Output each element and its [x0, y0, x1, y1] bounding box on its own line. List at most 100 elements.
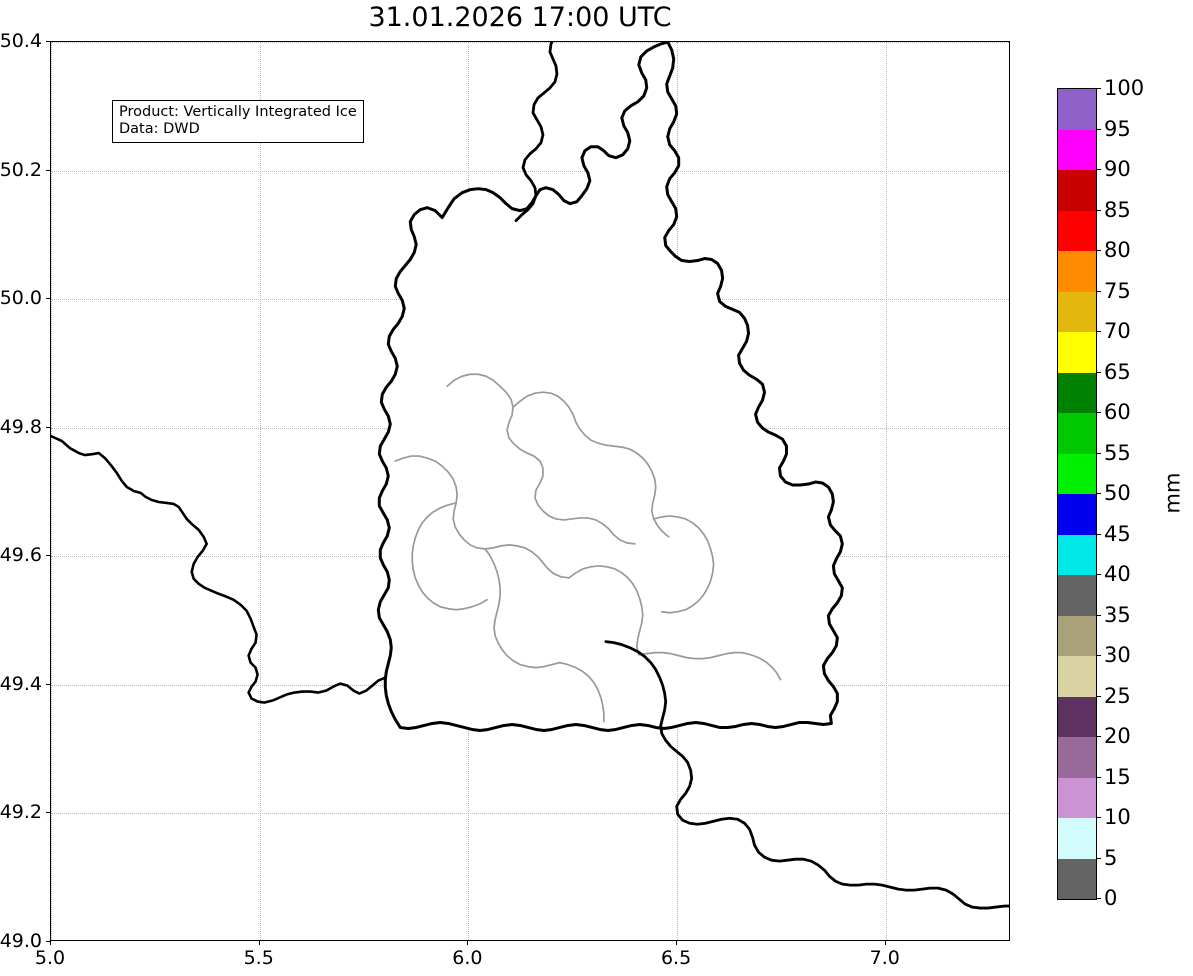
colorbar-tick-80 — [1096, 250, 1101, 251]
colorbar-label-40: 40 — [1104, 562, 1131, 586]
colorbar-label-75: 75 — [1104, 278, 1131, 303]
colorbar-tick-25 — [1096, 695, 1101, 697]
info-product-line: Product: Vertically Integrated Ice — [119, 104, 357, 120]
ytick-label-49.2: 49.2 — [0, 801, 42, 824]
colorbar-tick-60 — [1096, 412, 1101, 413]
ytick-mark-49.6 — [46, 555, 50, 557]
colorbar-tick-35 — [1096, 614, 1101, 616]
ytick-label-49.0: 49.0 — [0, 930, 42, 952]
colorbar-tick-75 — [1096, 290, 1101, 292]
border-luxembourg — [376, 42, 844, 732]
colorbar-label-45: 45 — [1104, 521, 1131, 546]
colorbar-band-90-95 — [1058, 129, 1096, 170]
xtick-label-7.0: 7.0 — [869, 947, 900, 969]
colorbar-label-80: 80 — [1104, 238, 1131, 262]
xtick-mark-6.5 — [676, 941, 678, 945]
xtick-label-5.0: 5.0 — [34, 947, 66, 969]
colorbar[interactable] — [1057, 88, 1097, 900]
page-title: 31.01.2026 17:00 UTC — [368, 2, 672, 33]
colorbar-band-70-75 — [1058, 291, 1096, 332]
colorbar-tick-65 — [1096, 371, 1101, 373]
info-data-line: Data: DWD — [119, 121, 200, 138]
colorbar-band-50-55 — [1058, 453, 1096, 494]
colorbar-band-15-20 — [1058, 737, 1096, 778]
ytick-mark-49.0 — [46, 941, 50, 942]
colorbar-tick-20 — [1096, 736, 1101, 737]
colorbar-label-90: 90 — [1104, 157, 1131, 181]
ytick-label-49.6: 49.6 — [0, 544, 42, 567]
colorbar-tick-90 — [1096, 169, 1101, 170]
colorbar-label-35: 35 — [1104, 602, 1131, 627]
colorbar-label-5: 5 — [1104, 845, 1118, 870]
ytick-mark-49.4 — [46, 683, 50, 685]
colorbar-band-65-70 — [1058, 332, 1096, 373]
colorbar-band-30-35 — [1058, 615, 1096, 656]
ytick-mark-49.2 — [46, 812, 50, 814]
xtick-mark-7.0 — [884, 941, 886, 945]
colorbar-label-0: 0 — [1104, 886, 1118, 910]
colorbar-band-45-50 — [1058, 494, 1096, 535]
colorbar-tick-70 — [1096, 331, 1101, 332]
colorbar-band-80-85 — [1058, 210, 1096, 251]
gridline-y-50.2 — [51, 170, 1009, 172]
colorbar-label-95: 95 — [1104, 116, 1131, 141]
info-legend-box: Product: Vertically Integrated Ice Data:… — [112, 100, 364, 144]
border-belgium-germany — [514, 42, 559, 222]
colorbar-tick-30 — [1096, 655, 1101, 656]
colorbar-tick-100 — [1096, 88, 1101, 89]
ytick-label-50.4: 50.4 — [0, 30, 42, 52]
border-france-germany — [604, 640, 1009, 910]
xtick-label-6.5: 6.5 — [660, 947, 692, 969]
colorbar-band-85-90 — [1058, 170, 1096, 211]
ytick-mark-50.0 — [46, 298, 50, 300]
colorbar-label-15: 15 — [1104, 764, 1131, 789]
map-geometry — [51, 42, 1009, 910]
colorbar-band-75-80 — [1058, 251, 1096, 292]
colorbar-tick-15 — [1096, 776, 1101, 778]
ytick-label-49.4: 49.4 — [0, 672, 42, 695]
xtick-label-5.5: 5.5 — [243, 947, 274, 969]
gridline-x-5.5 — [259, 42, 261, 940]
internal-boundaries — [394, 373, 782, 723]
ytick-label-49.8: 49.8 — [0, 415, 42, 438]
ytick-mark-50.4 — [46, 41, 50, 42]
colorbar-band-60-65 — [1058, 372, 1096, 413]
colorbar-tick-50 — [1096, 493, 1101, 494]
colorbar-band-0-5 — [1058, 858, 1096, 899]
colorbar-label-20: 20 — [1104, 724, 1131, 748]
colorbar-band-10-15 — [1058, 777, 1096, 818]
map-axes[interactable]: Product: Vertically Integrated Ice Data:… — [50, 41, 1010, 941]
colorbar-band-20-25 — [1058, 696, 1096, 737]
colorbar-band-25-30 — [1058, 656, 1096, 697]
colorbar-label-85: 85 — [1104, 197, 1131, 222]
colorbar-label-100: 100 — [1104, 76, 1145, 100]
colorbar-tick-85 — [1096, 209, 1101, 211]
xtick-mark-5.5 — [258, 941, 260, 945]
colorbar-tick-95 — [1096, 128, 1101, 130]
xtick-mark-5.0 — [50, 941, 51, 945]
gridline-y-49.2 — [51, 813, 1009, 815]
colorbar-tick-40 — [1096, 574, 1101, 575]
gridline-x-7.0 — [885, 42, 887, 940]
colorbar-band-35-40 — [1058, 575, 1096, 616]
colorbar-band-5-10 — [1058, 818, 1096, 859]
colorbar-label-55: 55 — [1104, 440, 1131, 465]
colorbar-unit-label: mm — [1160, 472, 1185, 514]
colorbar-tick-45 — [1096, 533, 1101, 535]
colorbar-band-55-60 — [1058, 413, 1096, 454]
ytick-label-50.2: 50.2 — [0, 158, 42, 181]
ytick-mark-50.2 — [46, 169, 50, 171]
colorbar-label-10: 10 — [1104, 805, 1131, 829]
colorbar-label-30: 30 — [1104, 643, 1131, 667]
colorbar-label-25: 25 — [1104, 683, 1131, 708]
colorbar-label-70: 70 — [1104, 319, 1131, 343]
gridline-y-50.4 — [51, 42, 1009, 43]
xtick-mark-6.0 — [467, 941, 469, 945]
colorbar-band-40-45 — [1058, 534, 1096, 575]
colorbar-label-50: 50 — [1104, 481, 1131, 505]
gridline-x-5.0 — [51, 42, 52, 940]
ytick-mark-49.8 — [46, 426, 50, 428]
colorbar-label-60: 60 — [1104, 400, 1131, 424]
colorbar-tick-55 — [1096, 452, 1101, 454]
